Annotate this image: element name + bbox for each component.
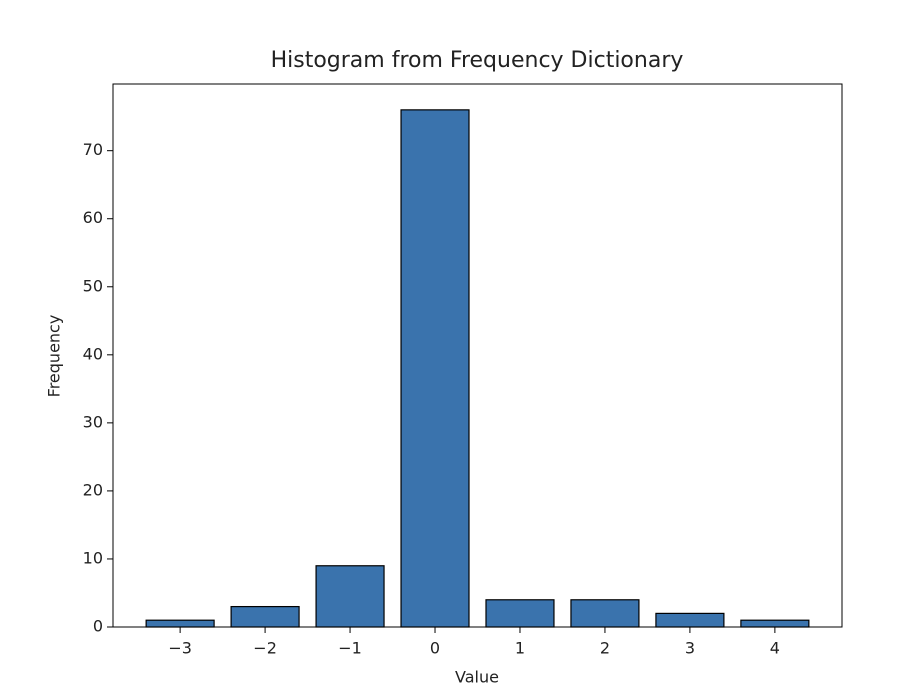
y-tick-label: 10	[83, 548, 103, 567]
x-tick-label: −1	[338, 639, 362, 658]
bar	[740, 619, 810, 628]
bar	[230, 605, 300, 628]
x-tick-label: 1	[515, 639, 525, 658]
y-tick-label: 0	[93, 617, 103, 636]
y-tick-label: 40	[83, 344, 103, 363]
bar	[400, 109, 470, 628]
x-tick-label: 2	[600, 639, 610, 658]
plot-frame	[112, 83, 843, 628]
x-tick-label: 4	[770, 639, 780, 658]
y-tick-label: 70	[83, 140, 103, 159]
x-tick-label: 0	[430, 639, 440, 658]
bar	[655, 612, 725, 628]
bar	[145, 619, 215, 628]
x-axis-label: Value	[455, 668, 499, 687]
y-tick-label: 30	[83, 412, 103, 431]
x-tick-label: −2	[253, 639, 277, 658]
y-tick-label: 20	[83, 480, 103, 499]
x-tick-label: 3	[685, 639, 695, 658]
y-tick-label: 60	[83, 208, 103, 227]
bar	[315, 565, 385, 628]
y-tick-label: 50	[83, 276, 103, 295]
y-axis-label: Frequency	[45, 315, 64, 398]
x-tick-label: −3	[168, 639, 192, 658]
chart-title: Histogram from Frequency Dictionary	[271, 48, 684, 73]
bar	[485, 599, 555, 628]
bar	[570, 599, 640, 628]
